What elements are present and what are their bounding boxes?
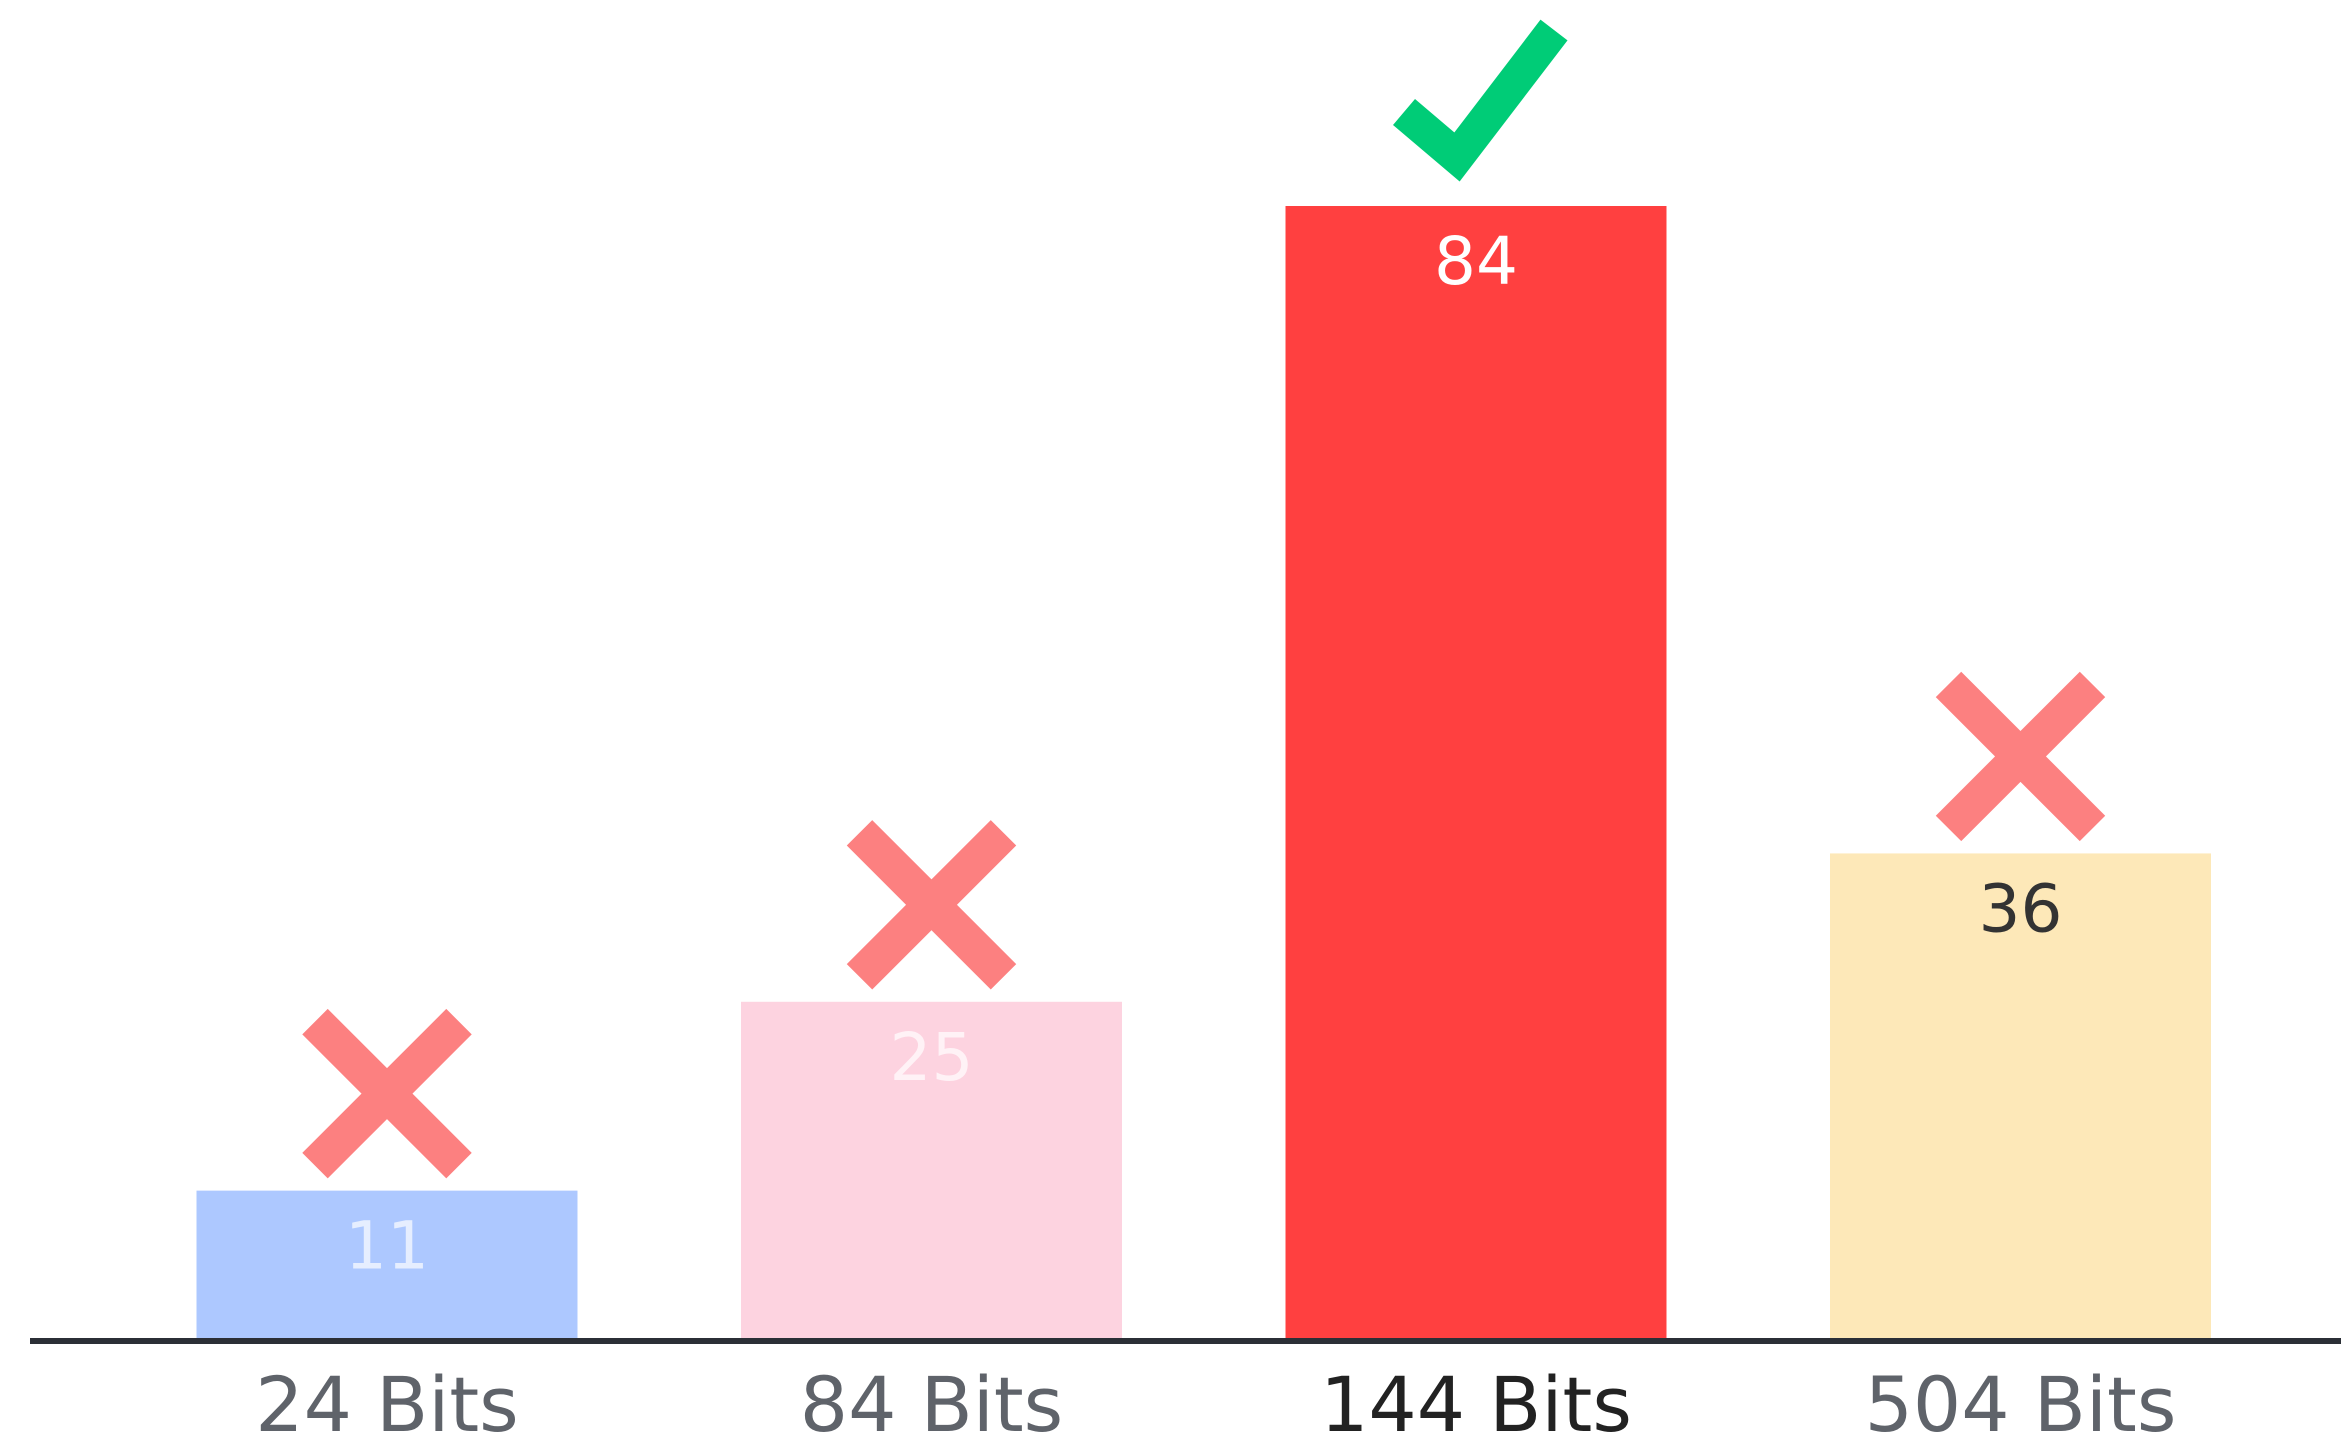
value-label: 36 — [1979, 870, 2063, 947]
value-label: 25 — [890, 1019, 974, 1096]
x-tick-label: 144 Bits — [1320, 1360, 1632, 1449]
x-tick-label: 504 Bits — [1865, 1360, 2177, 1449]
x-tick-label: 24 Bits — [255, 1360, 519, 1449]
bar — [1285, 206, 1667, 1339]
value-label: 84 — [1434, 223, 1518, 300]
bar — [1830, 853, 2211, 1339]
cross-icon — [302, 1008, 472, 1179]
cross-icon — [846, 820, 1017, 990]
x-tick-label: 84 Bits — [800, 1360, 1064, 1449]
check-icon — [1392, 19, 1568, 182]
bar — [741, 1001, 1122, 1339]
cross-icon — [1935, 671, 2106, 842]
bar — [196, 1190, 578, 1339]
value-label: 11 — [345, 1208, 429, 1285]
